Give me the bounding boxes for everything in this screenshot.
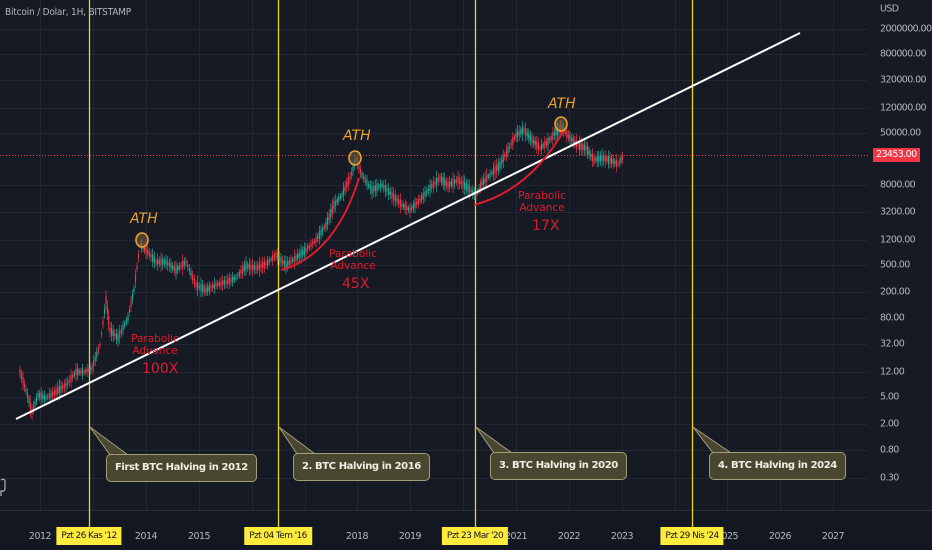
time-tick: 2015 — [187, 531, 211, 542]
parabolic-multiplier: 45X — [342, 276, 370, 292]
price-tick: 3200.00 — [880, 206, 916, 218]
time-tick: 2012 — [28, 531, 52, 542]
halving-lines — [88, 0, 694, 528]
price-tick: 800000.00 — [880, 48, 927, 60]
halving-callout[interactable]: 3. BTC Halving in 2020 — [490, 452, 627, 480]
time-tick: 2022 — [557, 531, 581, 542]
time-tick: 2023 — [610, 531, 634, 542]
parabolic-advance-label: Parabolic Advance — [329, 248, 377, 272]
price-tick: 1200.00 — [880, 234, 916, 246]
callout-pointers — [89, 426, 733, 456]
price-tick: 32.00 — [880, 338, 905, 350]
price-tick: 320000.00 — [880, 74, 927, 86]
halving-callout[interactable]: First BTC Halving in 2012 — [106, 454, 257, 482]
ath-markers — [135, 116, 568, 248]
price-tick: 120000.00 — [880, 102, 927, 114]
chart-title: Bitcoin / Dolar, 1H, BITSTAMP — [5, 7, 131, 18]
parabolic-advance-label: Parabolic Advance — [131, 333, 179, 357]
tradingview-logo-icon[interactable] — [0, 478, 10, 498]
price-tick: 8000.00 — [880, 179, 916, 191]
parabola-2016 — [280, 177, 360, 271]
price-tick: 80.00 — [880, 312, 905, 324]
trendline — [15, 32, 801, 420]
halving-date-flag: Pzt 26 Kas '12 — [56, 527, 122, 545]
time-tick: 2018 — [345, 531, 369, 542]
halving-date-flag: Pzt 04 Tem '16 — [244, 527, 312, 545]
ath-circle — [554, 116, 568, 132]
halving-callout[interactable]: 4. BTC Halving in 2024 — [709, 452, 846, 480]
price-tick: 2000000.00 — [880, 23, 932, 35]
parabola-2020 — [473, 129, 565, 206]
price-tick: 50000.00 — [880, 127, 921, 139]
time-tick: 2026 — [768, 531, 792, 542]
time-tick: 2027 — [821, 531, 845, 542]
parabolic-advance-label: Parabolic Advance — [518, 190, 566, 214]
time-tick: 2019 — [398, 531, 422, 542]
halving-callout[interactable]: 2. BTC Halving in 2016 — [293, 453, 430, 481]
price-axis-currency: USD — [880, 3, 899, 15]
time-tick: 2021 — [504, 531, 528, 542]
price-tick: 0.30 — [880, 472, 899, 484]
candles — [19, 119, 624, 420]
time-tick: 2025 — [715, 531, 739, 542]
price-tick: 2.00 — [880, 418, 899, 430]
halving-date-flag: Pzt 23 Mar '20 — [441, 527, 509, 545]
ath-label: ATH — [548, 96, 576, 112]
ath-label: ATH — [130, 211, 158, 227]
ath-circle — [348, 150, 362, 166]
current-price-tag: 23453.00 — [873, 148, 920, 162]
price-tick: 5.00 — [880, 391, 899, 403]
time-tick: 2014 — [134, 531, 158, 542]
price-tick: 12.00 — [880, 366, 905, 378]
parabolic-multiplier: 17X — [532, 218, 560, 234]
price-tick: 0.80 — [880, 444, 899, 456]
ath-label: ATH — [343, 128, 371, 144]
parabolic-multiplier: 100X — [142, 361, 179, 377]
halving-date-flag: Pzt 29 Nis '24 — [660, 527, 724, 545]
ath-circle — [135, 232, 149, 248]
price-tick: 500.00 — [880, 259, 910, 271]
price-tick: 200.00 — [880, 286, 910, 298]
